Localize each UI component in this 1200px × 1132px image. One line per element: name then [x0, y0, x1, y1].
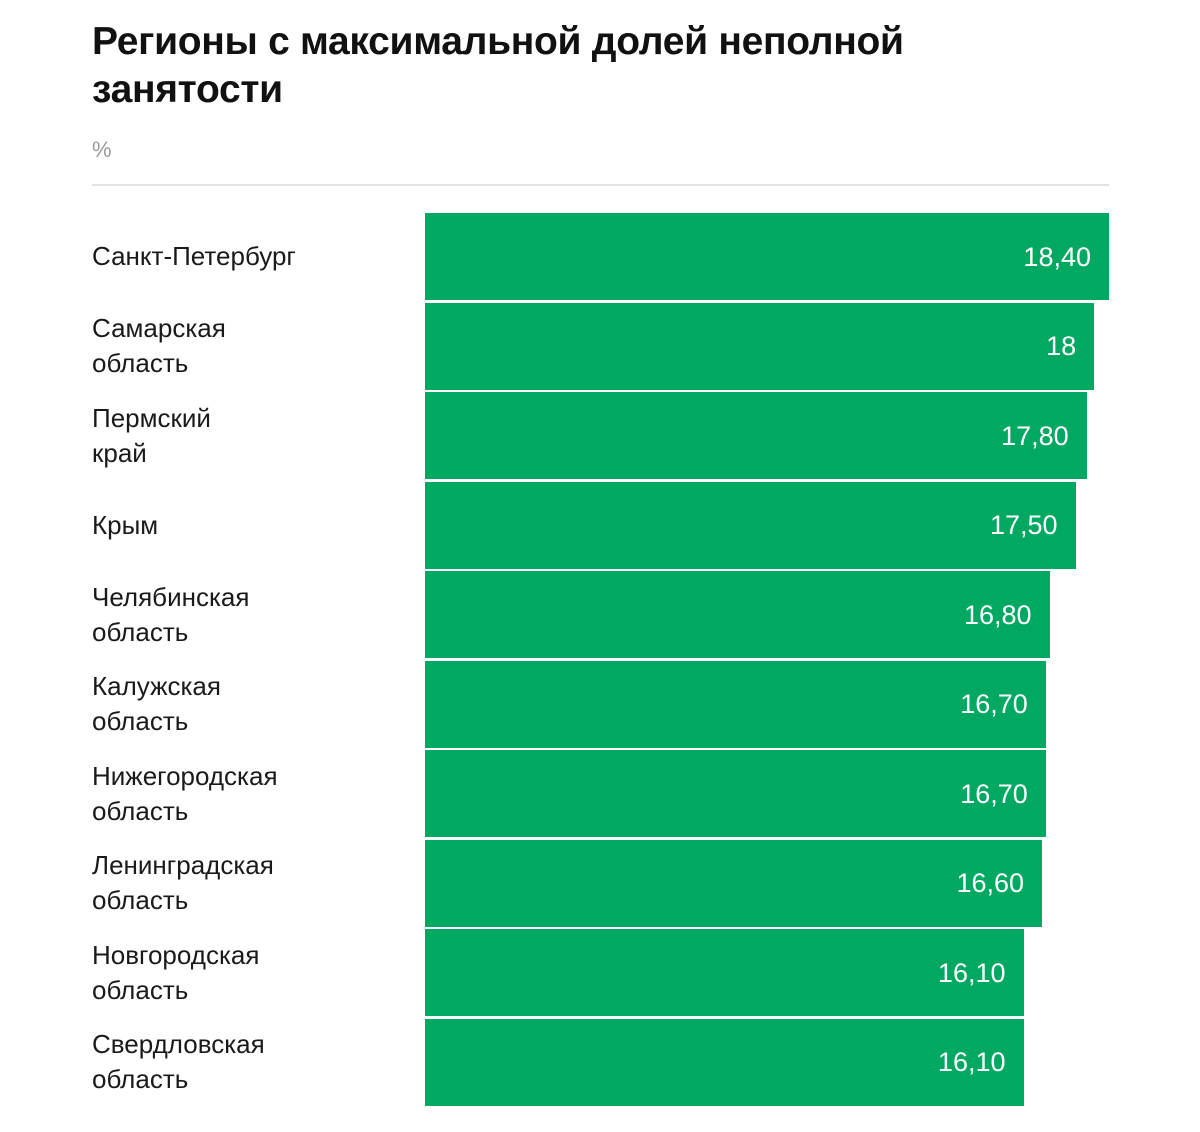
- bar: [425, 571, 1050, 658]
- data-label: 17,80: [1001, 420, 1069, 451]
- data-label: 16,80: [963, 599, 1032, 630]
- bar: [425, 1018, 1024, 1106]
- bar: [425, 302, 1095, 390]
- category-label: Ленинградская область: [92, 850, 274, 915]
- category-label: Самарская область: [92, 313, 226, 378]
- data-label: 16,70: [960, 689, 1028, 719]
- bar: [425, 660, 1046, 748]
- bar: [425, 929, 1024, 1016]
- data-label: 17,50: [989, 510, 1058, 540]
- data-label: 18: [1046, 331, 1077, 361]
- data-label: 16,70: [960, 778, 1028, 809]
- bar: [425, 213, 1109, 300]
- category-label: Крым: [92, 509, 159, 540]
- data-label: 16,10: [937, 957, 1006, 988]
- data-label: 16,10: [937, 1047, 1006, 1077]
- category-label: Нижегородская область: [92, 760, 278, 826]
- category-label: Калужская область: [92, 671, 221, 736]
- category-label: Пермский край: [92, 402, 211, 468]
- bar: [425, 839, 1043, 927]
- data-label: 16,60: [956, 868, 1025, 898]
- data-label: 18,40: [1023, 241, 1091, 272]
- bar: [425, 750, 1046, 837]
- bar: [425, 481, 1076, 569]
- category-label: Челябинская область: [92, 581, 250, 647]
- title-divider: [92, 184, 1109, 186]
- category-label: Свердловская область: [92, 1029, 265, 1094]
- bar: [425, 392, 1087, 479]
- category-label: Санкт-Петербург: [92, 241, 296, 271]
- unit-label: %: [92, 137, 112, 162]
- category-label: Новгородская область: [92, 939, 260, 1005]
- chart-title: Регионы с максимальной долей неполной за…: [92, 20, 904, 111]
